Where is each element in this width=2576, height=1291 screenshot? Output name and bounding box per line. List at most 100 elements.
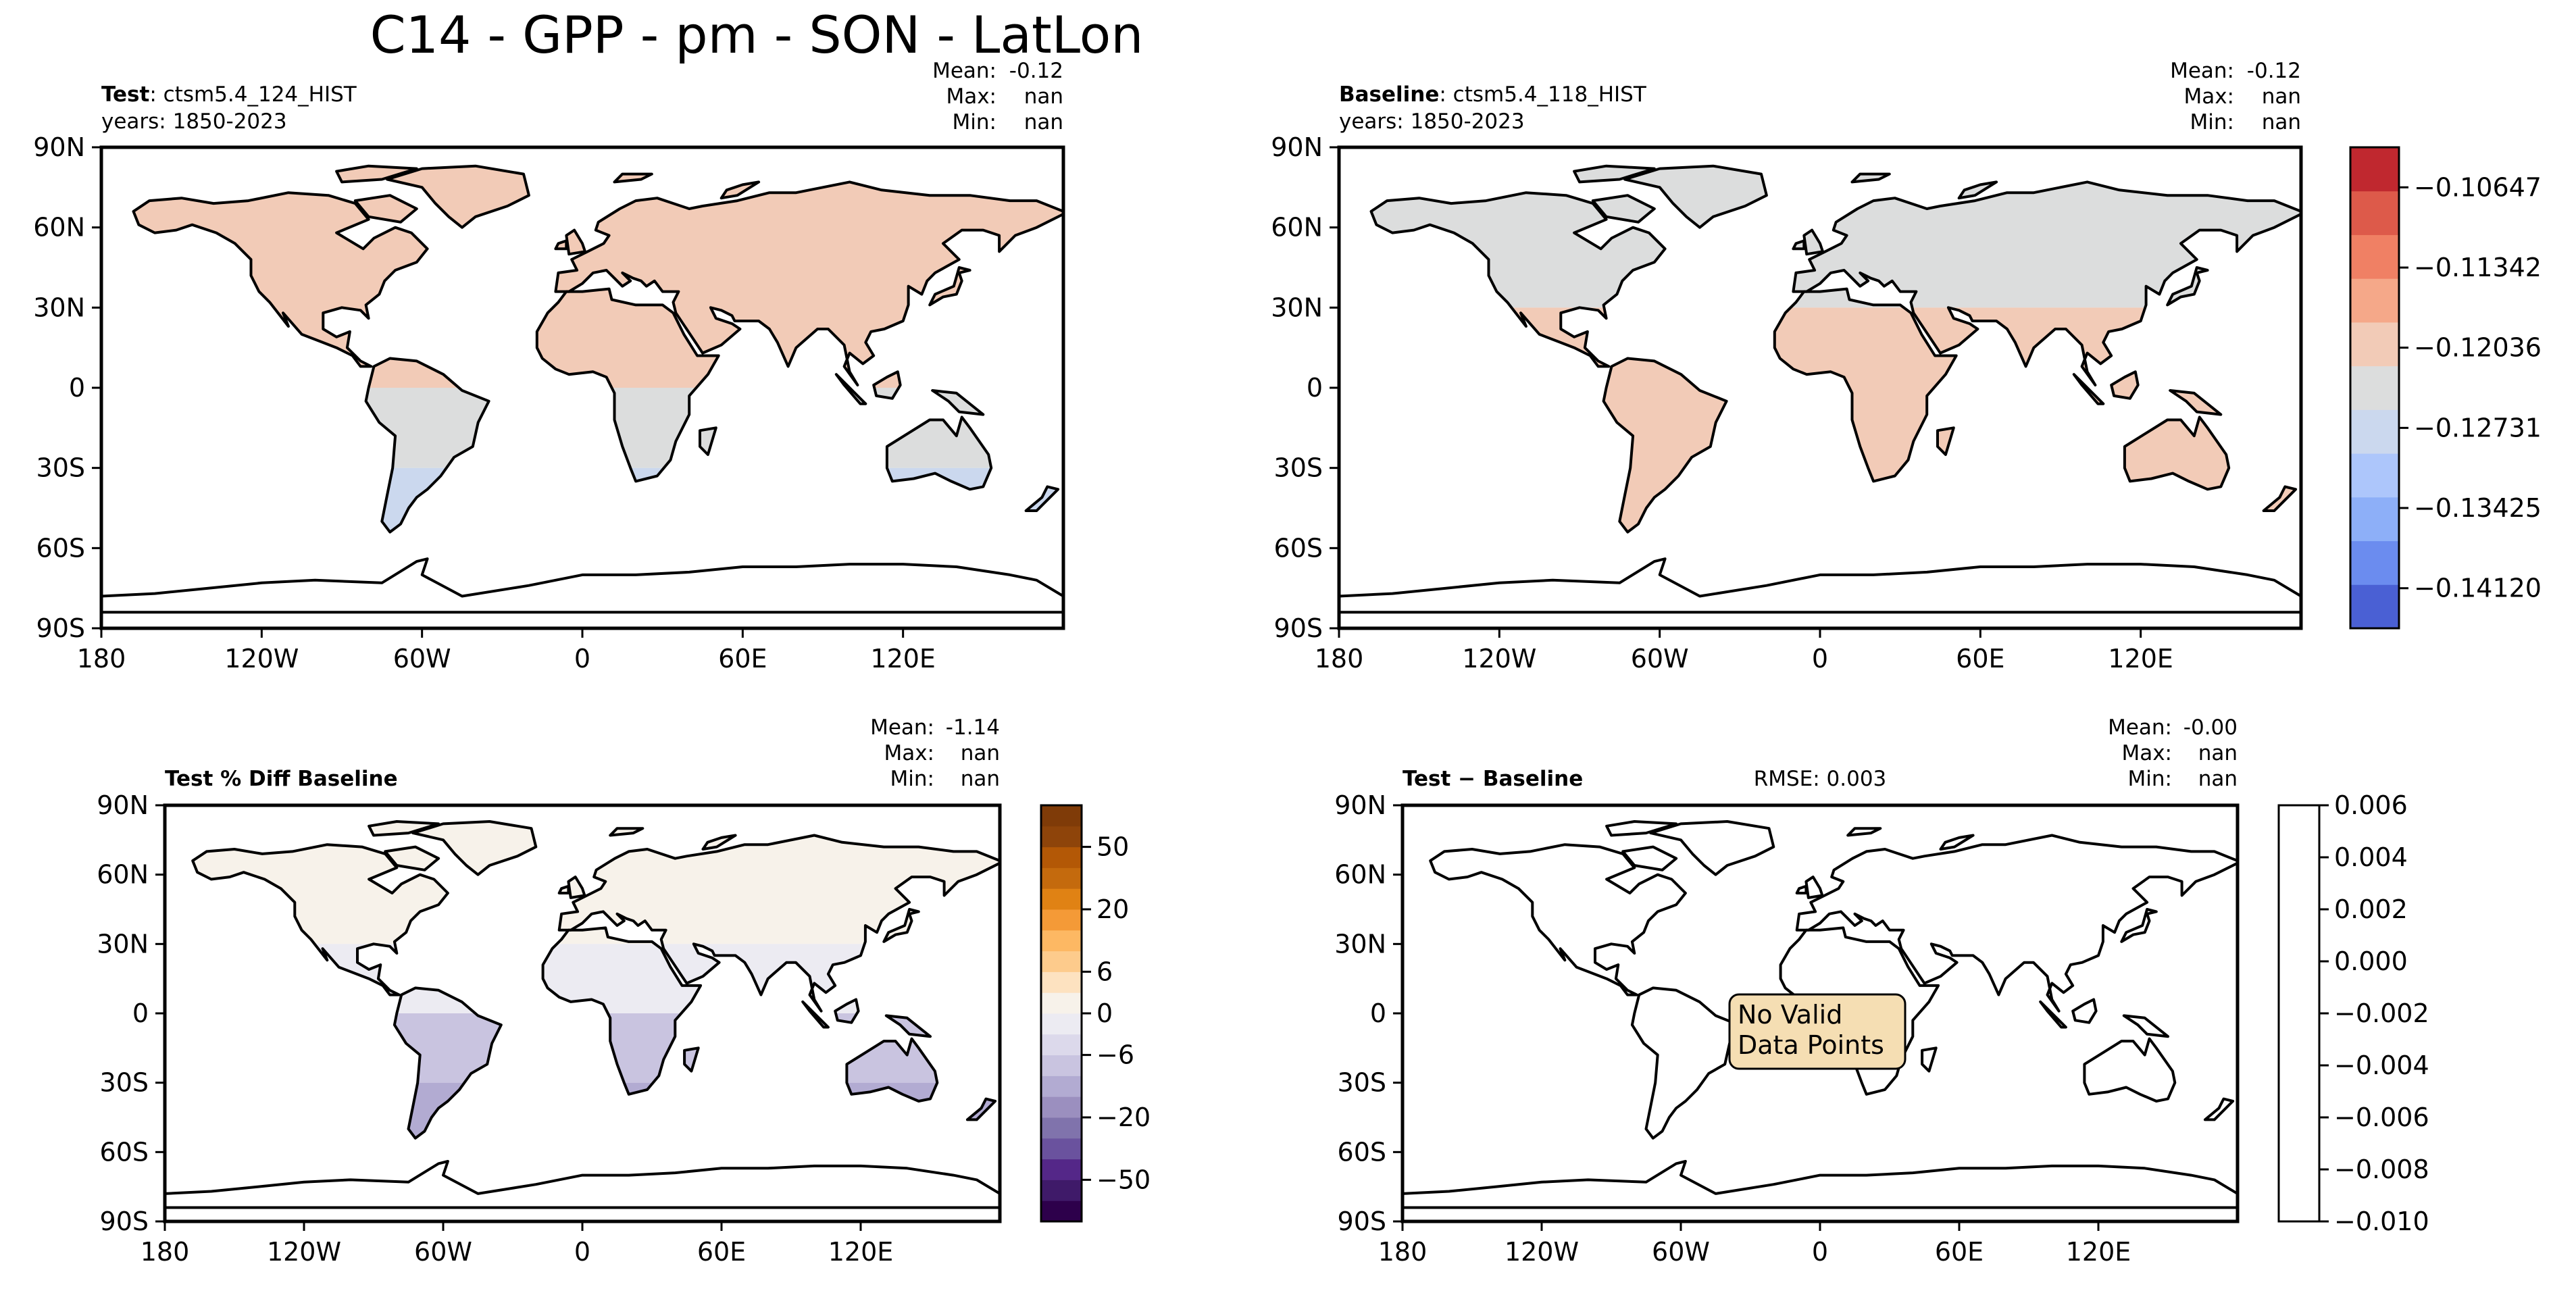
baseline-mean-label: Mean: — [2170, 59, 2234, 83]
pctdiff-x-axis: 180 120W 60W 0 60E 120E — [141, 1221, 894, 1267]
test-coast-eurasia — [554, 180, 1063, 386]
colorbar-coolwarm: −0.10647 −0.11342 −0.12036 −0.12731 −0.13425… — [2349, 146, 2542, 630]
diff-coast-novaya-zemlya — [1939, 834, 1975, 851]
colorbar-pctdiff-segment — [1041, 1013, 1082, 1035]
baseline-coast-eurasia — [1792, 180, 2301, 386]
test-mean-label: Mean: — [932, 59, 996, 83]
pctdiff-ytick-label: 0 — [132, 998, 149, 1028]
colorbar-pctdiff-segment — [1041, 1200, 1082, 1222]
colorbar-coolwarm-segments — [2350, 147, 2399, 629]
colorbar-pctdiff-segment — [1041, 1180, 1082, 1201]
colorbar-pctdiff: 50 20 6 0 −6 −20 −50 — [1040, 804, 1151, 1223]
colorbar-pctdiff-segment — [1041, 992, 1082, 1014]
baseline-xtick-label: 60W — [1631, 644, 1689, 674]
colorbar-coolwarm-tick-label: −0.12731 — [2414, 413, 2542, 442]
test-coast-japan — [928, 266, 971, 307]
figure-title: C14 - GPP - pm - SON - LatLon — [370, 5, 1144, 65]
baseline-coast-ireland — [1792, 239, 1806, 251]
colorbar-diff-tick-label: 0.002 — [2334, 894, 2408, 924]
test-ytick-label: 90N — [33, 132, 85, 162]
colorbar-pctdiff-segment — [1041, 1159, 1082, 1180]
test-coast-north-america — [132, 191, 429, 368]
pctdiff-coast-new-guinea — [884, 1014, 932, 1038]
baseline-xtick-label: 60E — [1956, 644, 2004, 674]
test-max-label: Max: — [946, 84, 996, 109]
test-coast-australia — [885, 415, 993, 491]
test-xtick-label: 180 — [77, 644, 126, 674]
pctdiff-ytick-label: 90N — [97, 790, 149, 820]
baseline-max-label: Max: — [2183, 84, 2234, 109]
test-coast-madagascar — [699, 426, 717, 456]
colorbar-pctdiff-segments — [1041, 805, 1082, 1222]
test-min-label: Min: — [953, 110, 996, 134]
diff-xtick-label: 60E — [1935, 1237, 1984, 1267]
test-label: Test: ctsm5.4_124_HIST — [101, 82, 357, 107]
diff-coast-uk — [1804, 876, 1824, 899]
baseline-coast-antarctica — [1339, 557, 2301, 614]
diff-max-label: Max: — [2121, 741, 2172, 765]
test-min-value: nan — [1024, 110, 1063, 134]
colorbar-diff-frame — [2277, 804, 2321, 1223]
diff-map — [1403, 820, 2238, 1209]
colorbar-pctdiff-segment — [1041, 1034, 1082, 1056]
colorbar-pctdiff-tick-label: 0 — [1096, 998, 1113, 1028]
baseline-coast-australia — [2123, 415, 2231, 491]
diff-coast-ellesmere — [1605, 820, 1678, 837]
diff-coast-antarctica — [1403, 1160, 2238, 1209]
diff-rmse: RMSE: 0.003 — [1754, 767, 1887, 791]
diff-coast-baffin — [1621, 845, 1678, 871]
colorbar-pctdiff-ticks: 50 20 6 0 −6 −20 −50 — [1082, 832, 1151, 1194]
pctdiff-coast-ellesmere — [368, 820, 440, 837]
test-ytick-label: 60N — [33, 213, 85, 243]
diff-coast-japan — [2120, 908, 2158, 943]
diff-coast-sumatra — [2039, 1000, 2067, 1029]
pctdiff-max-label: Max: — [884, 741, 934, 765]
test-map — [101, 164, 1063, 614]
diff-coast-madagascar — [1921, 1046, 1938, 1073]
diff-coast-north-america — [1429, 843, 1687, 996]
baseline-coast-svalbard — [1850, 172, 1891, 184]
colorbar-coolwarm-tick-label: −0.12036 — [2414, 333, 2542, 363]
baseline-y-axis: 90N 60N 30N 0 30S 60S 90S — [1271, 132, 1339, 643]
colorbar-coolwarm-ticks: −0.10647 −0.11342 −0.12036 −0.12731 −0.13425… — [2399, 172, 2542, 603]
colorbar-pctdiff-segment — [1041, 888, 1082, 910]
baseline-min-label: Min: — [2190, 110, 2234, 134]
diff-mean-label: Mean: — [2108, 715, 2172, 740]
no-valid-data-line1: No Valid — [1738, 1000, 1842, 1030]
pctdiff-coast-madagascar — [683, 1046, 700, 1073]
colorbar-diff-tick-label: −0.010 — [2334, 1207, 2429, 1236]
test-coast-borneo — [872, 370, 902, 400]
diff-xtick-label: 0 — [1812, 1237, 1828, 1267]
test-coast-sumatra — [834, 373, 867, 405]
test-coast-south-america — [364, 357, 490, 534]
panel-pctdiff: Test % Diff Baseline Mean: -1.14 Max: na… — [97, 715, 1002, 1267]
test-band-2 — [101, 467, 1063, 549]
diff-min-value: nan — [2198, 767, 2238, 791]
colorbar-coolwarm-segment — [2350, 453, 2399, 498]
pctdiff-coast-ireland — [557, 884, 570, 894]
colorbar-coolwarm-tick-label: −0.11342 — [2414, 253, 2542, 282]
test-years: years: 1850-2023 — [101, 109, 287, 134]
test-ytick-label: 0 — [69, 373, 85, 403]
pctdiff-coast-greenland — [411, 820, 538, 876]
test-coast-new-zealand — [1024, 485, 1060, 512]
colorbar-pctdiff-segment — [1041, 930, 1082, 952]
no-valid-data-line2: Data Points — [1738, 1030, 1884, 1060]
test-ytick-label: 90S — [36, 613, 85, 643]
test-coast-antarctica — [101, 557, 1063, 614]
test-coast-new-guinea — [931, 389, 985, 416]
baseline-label: Baseline: ctsm5.4_118_HIST — [1339, 82, 1647, 107]
colorbar-pctdiff-tick-label: 6 — [1096, 957, 1113, 986]
colorbar-coolwarm-segment — [2350, 497, 2399, 542]
test-max-value: nan — [1024, 84, 1063, 109]
baseline-coast-south-america — [1602, 357, 1728, 534]
baseline-ytick-label: 30S — [1274, 453, 1323, 483]
colorbar-pctdiff-segment — [1041, 1117, 1082, 1139]
test-ytick-label: 60S — [36, 533, 85, 563]
pctdiff-xtick-label: 120E — [828, 1237, 894, 1267]
pctdiff-coast-japan — [882, 908, 920, 943]
panel-test: Test: ctsm5.4_124_HIST years: 1850-2023 … — [33, 59, 1065, 674]
baseline-coast-borneo — [2110, 370, 2140, 400]
baseline-coast-new-zealand — [2262, 485, 2298, 512]
pctdiff-label: Test % Diff Baseline — [165, 767, 398, 791]
